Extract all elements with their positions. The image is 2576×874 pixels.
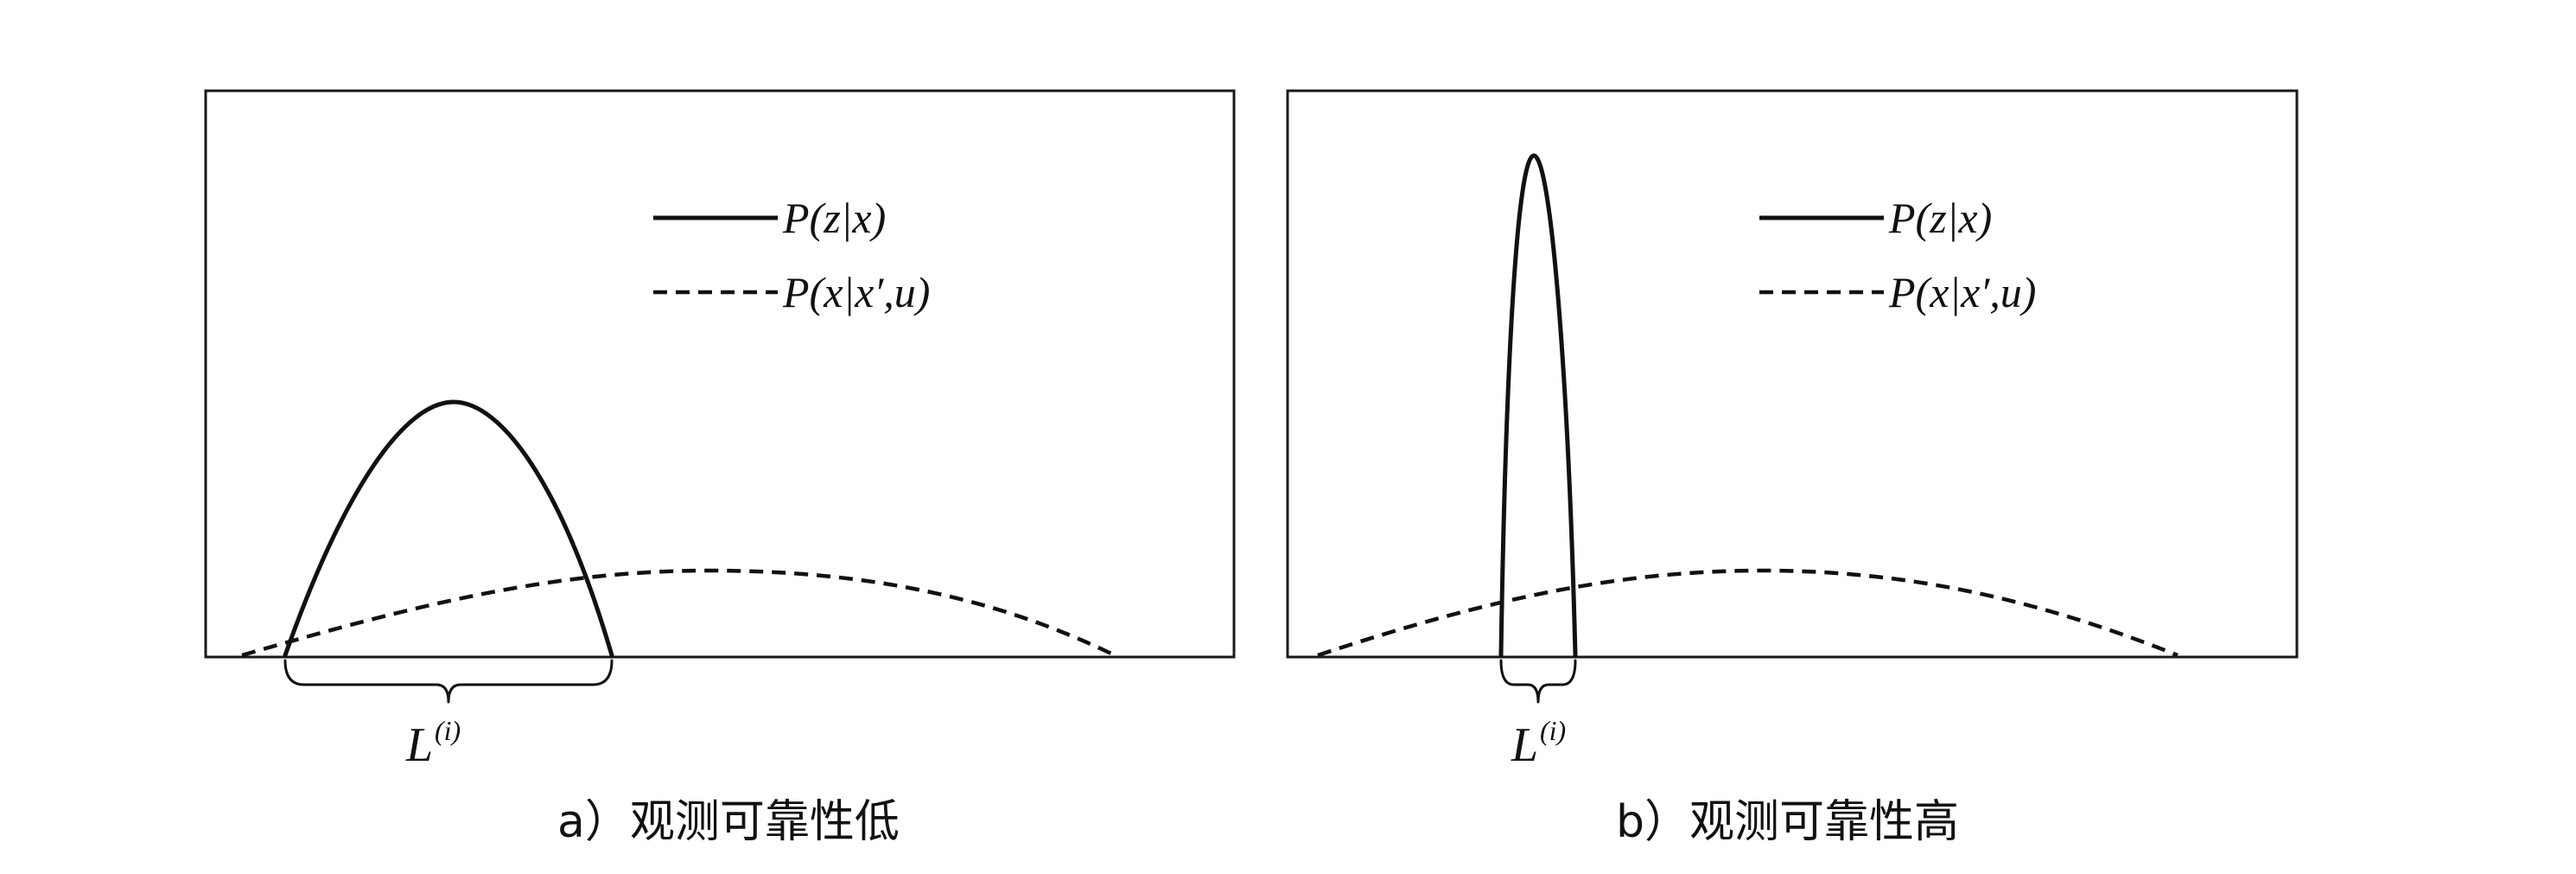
panel-a-legend: P(z|x) P(x|x′,u) (653, 194, 930, 316)
panel-a-legend-solid-label: P(z|x) (782, 194, 886, 242)
panel-b-bracket-label: L (i) (1511, 715, 1566, 772)
panel-b-legend: P(z|x) P(x|x′,u) (1759, 194, 2036, 316)
panel-b: P(z|x) P(x|x′,u) L (i) b）观测可靠性高 (1286, 89, 2299, 848)
panel-a-legend-dashed-label: P(x|x′,u) (782, 268, 930, 316)
panel-a-frame (204, 89, 1236, 659)
panel-a-bracket-label-sup: (i) (435, 715, 461, 746)
panel-a-dashed-curve (241, 568, 1116, 658)
panel-b-caption: b）观测可靠性高 (1616, 796, 1959, 848)
panel-b-bracket-label-sup: (i) (1540, 715, 1566, 746)
panel-b-bracket-label-main: L (1511, 718, 1538, 772)
panel-b-brace (1499, 659, 1577, 704)
panel-a: P(z|x) P(x|x′,u) L (i) a）观测可靠性低 (204, 89, 1236, 848)
panel-b-legend-dashed-label: P(x|x′,u) (1888, 268, 2036, 316)
panel-a-brace (283, 659, 614, 704)
panel-a-solid-curve (283, 399, 614, 658)
panel-a-bracket-label-main: L (405, 718, 433, 772)
panel-b-solid-curve (1498, 153, 1578, 658)
panel-a-bracket-label: L (i) (405, 715, 461, 772)
panel-b-frame (1286, 89, 2299, 659)
panel-b-dashed-curve (1317, 568, 2178, 658)
panel-a-caption: a）观测可靠性低 (557, 796, 900, 848)
panel-b-legend-solid-label: P(z|x) (1888, 194, 1992, 242)
